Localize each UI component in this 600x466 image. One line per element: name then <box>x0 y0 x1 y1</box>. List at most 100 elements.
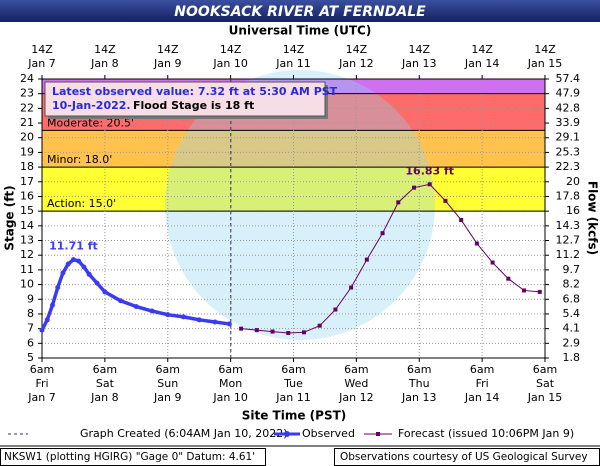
forecast-point <box>522 288 527 293</box>
observed-point <box>102 289 108 295</box>
peak-label: 16.83 ft <box>405 164 454 177</box>
observed-point <box>118 298 124 304</box>
x-tick-day: Wed <box>344 377 368 390</box>
forecast-point <box>270 329 275 334</box>
forecast-point <box>506 276 511 281</box>
y-axis-title: Stage (ft) <box>3 185 17 250</box>
y-tick-label: 10 <box>20 278 34 291</box>
x-tick-date: Jan 12 <box>338 391 373 404</box>
observed-point <box>39 327 45 333</box>
x-tick-day: Thu <box>408 377 430 390</box>
peak-label: 11.71 ft <box>49 239 98 252</box>
y2-tick-label: 22.3 <box>556 160 581 173</box>
y-tick-label: 19 <box>20 145 34 158</box>
y2-tick-label: 8.2 <box>563 278 581 291</box>
y2-tick-label: 6.8 <box>563 292 581 305</box>
legend-swatch <box>376 432 380 436</box>
y2-tick-label: 16 <box>566 204 580 217</box>
forecast-point <box>412 185 417 190</box>
forecast-point <box>286 331 291 336</box>
y-tick-label: 20 <box>20 131 34 144</box>
y2-tick-label: 14.3 <box>556 219 581 232</box>
y-tick-label: 18 <box>20 160 34 173</box>
y-tick-label: 24 <box>20 72 34 85</box>
watermark <box>165 70 435 340</box>
observed-point <box>60 270 66 276</box>
x-tick-day: Tue <box>283 377 303 390</box>
y2-tick-label: 57.4 <box>556 72 581 85</box>
forecast-point <box>301 330 306 335</box>
x2-tick-label: 14Z <box>471 43 493 56</box>
forecast-point <box>537 289 542 294</box>
y-tick-label: 22 <box>20 101 34 114</box>
forecast-point <box>443 198 448 203</box>
y2-tick-label: 2.9 <box>563 336 581 349</box>
y2-tick-label: 4.1 <box>563 322 581 335</box>
x2-tick-label: 14Z <box>94 43 116 56</box>
x-tick-day: Fri <box>35 377 48 390</box>
x-tick-date: Jan 11 <box>275 391 310 404</box>
y2-tick-label: 17.8 <box>556 189 581 202</box>
y-tick-label: 8 <box>27 307 34 320</box>
observed-point <box>49 302 55 308</box>
y-tick-label: 21 <box>20 116 34 129</box>
y2-tick-label: 5.4 <box>563 307 581 320</box>
x2-tick-date: Jan 10 <box>212 57 247 70</box>
y-tick-label: 23 <box>20 87 34 100</box>
forecast-point <box>396 200 401 205</box>
footer-right: Observations courtesy of US Geological S… <box>340 451 588 463</box>
y-tick-label: 14 <box>20 219 34 232</box>
forecast-point <box>254 328 259 333</box>
forecast-point <box>380 231 385 236</box>
observed-point <box>165 312 171 318</box>
observed-point <box>226 321 232 327</box>
flood-label: Minor: 18.0' <box>47 153 112 166</box>
observed-point <box>70 257 76 263</box>
footer-left: NKSW1 (plotting HGIRG) "Gage 0" Datum: 4… <box>4 451 255 463</box>
x-tick-day: Sat <box>536 377 555 390</box>
legend-swatch <box>284 431 290 437</box>
x-tick-day: Sun <box>157 377 178 390</box>
observed-point <box>196 317 202 323</box>
plot-frame <box>41 78 546 359</box>
y2-tick-label: 42.8 <box>556 101 581 114</box>
x-tick-label: 6am <box>281 363 305 376</box>
x2-tick-label: 14Z <box>220 43 242 56</box>
y-tick-label: 13 <box>20 234 34 247</box>
y2-tick-label: 29.1 <box>556 131 581 144</box>
observed-point <box>55 285 61 291</box>
x-tick-label: 6am <box>93 363 117 376</box>
x2-tick-date: Jan 11 <box>275 57 310 70</box>
forecast-point <box>317 323 322 328</box>
flood-band <box>42 167 545 212</box>
chart-title: NOOKSACK RIVER AT FERNDALE <box>174 4 426 20</box>
y-tick-label: 6 <box>27 336 34 349</box>
x-tick-label: 6am <box>30 363 54 376</box>
info-box <box>44 81 326 117</box>
y-tick-label: 17 <box>20 175 34 188</box>
forecast-point <box>364 257 369 262</box>
y2-tick-label: 47.9 <box>556 87 581 100</box>
y-tick-label: 12 <box>20 248 34 261</box>
y-tick-label: 11 <box>20 263 34 276</box>
forecast-point <box>349 285 354 290</box>
forecast-point <box>459 217 464 222</box>
observed-point <box>65 261 71 267</box>
y-tick-label: 15 <box>20 204 34 217</box>
x2-tick-date: Jan 12 <box>338 57 373 70</box>
x2-tick-date: Jan 13 <box>401 57 436 70</box>
y2-tick-label: 20 <box>566 175 580 188</box>
series-line <box>40 257 230 331</box>
x-tick-day: Mon <box>219 377 242 390</box>
x-tick-label: 6am <box>344 363 368 376</box>
x-tick-date: Jan 13 <box>401 391 436 404</box>
flood-label: Moderate: 20.5' <box>47 116 134 129</box>
forecast-point <box>490 260 495 265</box>
forecast-point <box>474 241 479 246</box>
y-tick-label: 9 <box>27 292 34 305</box>
x2-tick-date: Jan 7 <box>27 57 55 70</box>
x-tick-label: 6am <box>533 363 557 376</box>
y-tick-label: 7 <box>27 322 34 335</box>
title-bar <box>0 0 600 22</box>
